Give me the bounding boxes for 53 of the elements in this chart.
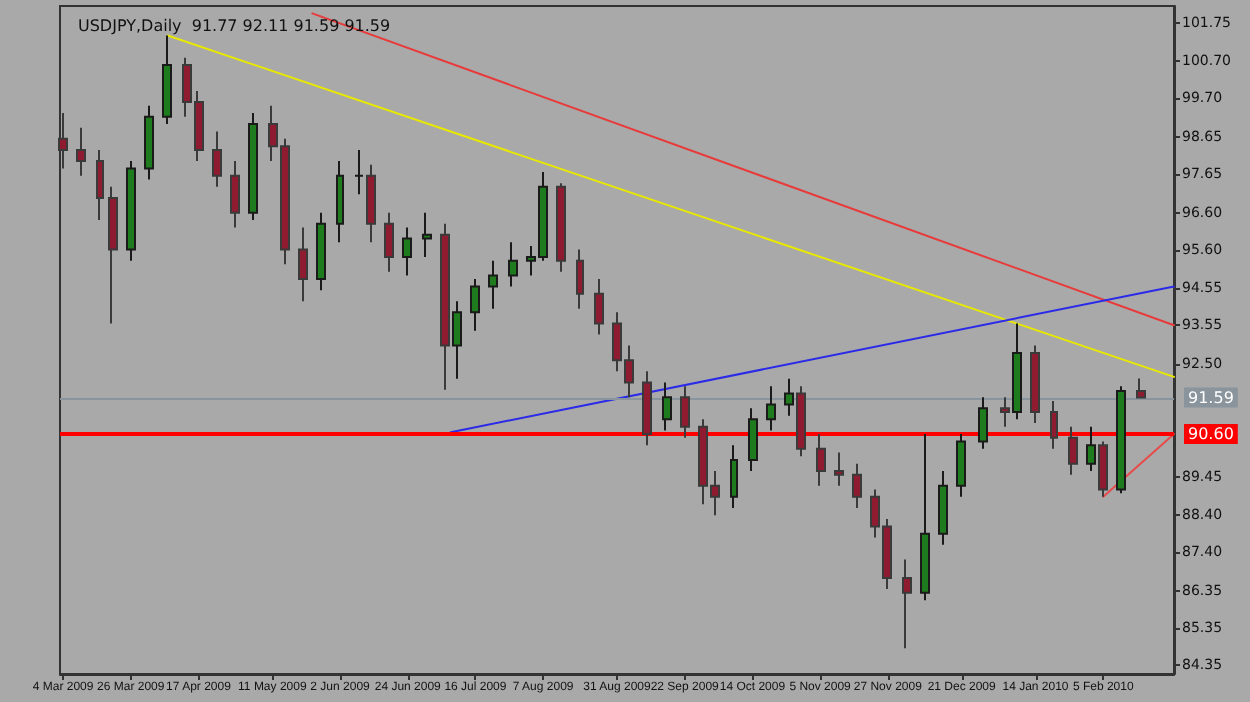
candlestick	[366, 163, 376, 244]
candlestick	[76, 126, 86, 177]
candlestick	[784, 377, 794, 417]
candlestick	[126, 160, 136, 262]
candlestick	[1068, 425, 1078, 476]
candlestick	[1116, 385, 1126, 495]
candlestick	[230, 160, 240, 229]
candlestick	[978, 396, 988, 450]
candlestick	[96, 148, 104, 222]
candlestick	[384, 211, 394, 273]
candlestick	[212, 130, 222, 188]
candlestick	[766, 385, 776, 432]
candlestick	[1000, 396, 1010, 428]
candlestick	[662, 381, 672, 432]
candlestick	[748, 407, 758, 473]
candlestick	[336, 160, 344, 244]
candlestick	[1136, 377, 1146, 399]
candlestick	[834, 451, 844, 487]
candlestick	[920, 433, 930, 602]
candlestick	[298, 226, 308, 303]
candlestick	[816, 433, 826, 487]
candlestick	[576, 248, 584, 310]
candlestick	[1098, 440, 1108, 498]
candlestick	[354, 148, 364, 196]
ref-line-label: 90.60	[1188, 425, 1234, 444]
candlestick	[1030, 344, 1040, 425]
candlestick	[902, 558, 912, 650]
candlestick	[680, 385, 690, 439]
candlestick	[796, 385, 806, 458]
candlestick	[162, 34, 172, 126]
candlestick	[440, 222, 450, 391]
candlestick	[938, 470, 948, 546]
candlestick	[1050, 399, 1058, 450]
candlestick	[642, 370, 652, 447]
candlestick	[144, 104, 154, 181]
candlestick	[316, 211, 326, 292]
text: USDJPY,Daily 91.77 92.11 91.59 91.59	[78, 17, 391, 35]
candlestick	[488, 259, 498, 310]
candlestick	[594, 278, 604, 336]
candlestick	[470, 278, 480, 332]
ref-line-label: 91.59	[1188, 388, 1234, 407]
candlestick	[730, 444, 738, 509]
candlestick	[402, 226, 412, 277]
candlestick	[452, 300, 462, 380]
candlestick	[422, 211, 432, 258]
candlestick	[556, 182, 566, 273]
candlestick	[508, 241, 518, 288]
candlestick	[1012, 322, 1022, 421]
candlestick	[248, 112, 258, 222]
candlestick	[108, 185, 118, 325]
candlestick	[956, 433, 966, 498]
candlestick	[852, 462, 862, 509]
candlestick	[1086, 425, 1096, 473]
